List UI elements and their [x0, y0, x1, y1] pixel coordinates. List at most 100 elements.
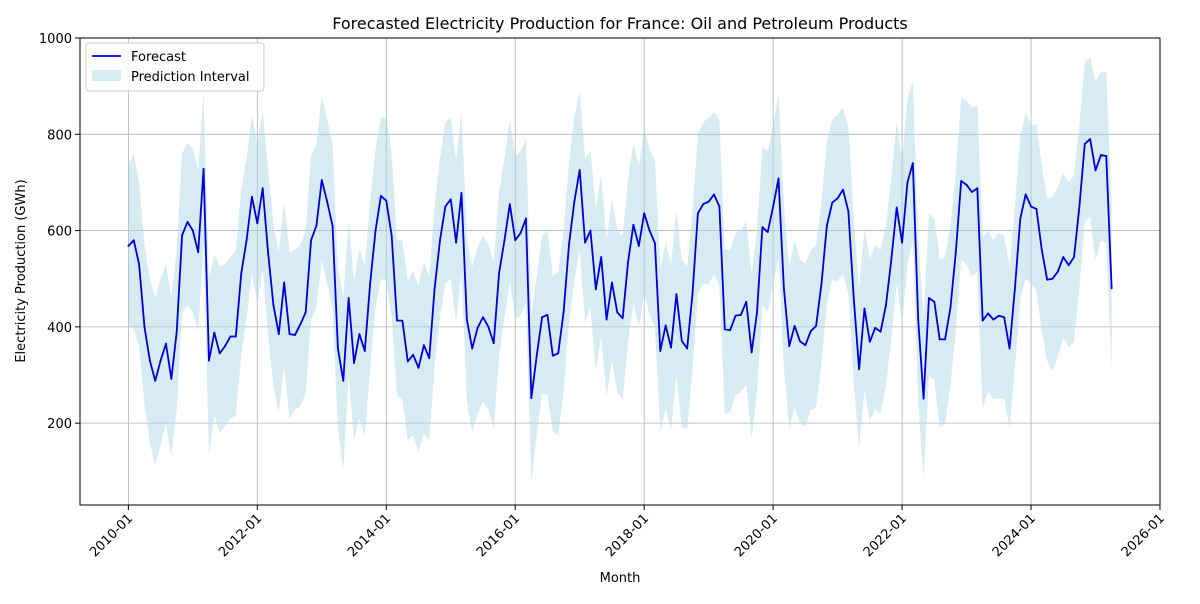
chart-title: Forecasted Electricity Production for Fr… [332, 14, 907, 33]
forecast-point [584, 241, 586, 244]
forecast-point [1105, 155, 1108, 157]
forecast-point [874, 326, 877, 329]
forecast-point [1089, 138, 1092, 141]
forecast-point [901, 241, 903, 244]
forecast-point [1003, 316, 1006, 319]
forecast-point [799, 340, 801, 343]
forecast-point [847, 210, 850, 213]
forecast-point [363, 350, 366, 352]
legend-forecast-label: Forecast [131, 50, 186, 65]
forecast-point [503, 239, 506, 242]
forecast-point [1057, 270, 1059, 273]
forecast-point [1100, 154, 1102, 156]
forecast-point [326, 200, 329, 203]
forecast-point [659, 350, 662, 352]
forecast-point [954, 251, 957, 254]
forecast-point [611, 281, 613, 284]
forecast-point [938, 338, 941, 341]
y-tick-label: 600 [47, 225, 72, 240]
forecast-point [605, 318, 608, 321]
forecast-point [568, 244, 570, 246]
forecast-point [723, 328, 726, 331]
forecast-point [294, 334, 296, 336]
forecast-point [761, 226, 764, 229]
forecast-point [1024, 193, 1027, 196]
forecast-point [535, 354, 538, 357]
forecast-point [492, 342, 495, 345]
forecast-point [1046, 278, 1049, 281]
forecast-point [202, 168, 205, 170]
forecast-point [197, 251, 200, 254]
y-tick-label: 400 [47, 321, 72, 336]
forecast-point [879, 330, 882, 333]
forecast-point [745, 300, 748, 303]
forecast-point [917, 318, 920, 321]
forecast-point [213, 331, 216, 334]
forecast-point [858, 368, 860, 371]
forecast-point [976, 187, 979, 190]
forecast-point [396, 319, 398, 322]
forecast-point [374, 229, 377, 232]
forecast-point [315, 224, 318, 227]
forecast-point [385, 199, 388, 202]
forecast-point [245, 239, 248, 242]
forecast-point [369, 282, 372, 285]
forecast-point [713, 193, 715, 196]
forecast-point [412, 353, 415, 356]
forecast-point [1051, 277, 1054, 280]
forecast-point [1030, 205, 1032, 208]
forecast-point [175, 330, 178, 333]
forecast-point [643, 212, 646, 215]
forecast-point [498, 272, 500, 274]
forecast-point [358, 333, 361, 335]
forecast-point [465, 318, 468, 321]
forecast-point [460, 192, 463, 194]
forecast-point [208, 359, 210, 362]
forecast-point [621, 317, 624, 320]
forecast-point [831, 201, 834, 204]
forecast-point [691, 292, 694, 295]
y-tick-label: 200 [47, 417, 72, 432]
forecast-point [928, 297, 930, 299]
forecast-point [981, 319, 984, 322]
legend: Forecast Prediction Interval [85, 42, 265, 92]
x-tick-label: 2010-01 [87, 511, 136, 560]
forecast-point [433, 287, 436, 290]
forecast-point [439, 239, 441, 242]
forecast-point [949, 306, 952, 309]
forecast-point [675, 293, 678, 296]
forecast-point [616, 311, 619, 314]
forecast-point [331, 224, 334, 227]
forecast-point [1110, 287, 1113, 290]
x-tick-label: 2022-01 [861, 511, 910, 560]
forecast-point [476, 326, 479, 329]
forecast-point [906, 181, 909, 184]
forecast-point [390, 234, 393, 237]
forecast-point [777, 177, 780, 180]
y-axis-label: Electricity Production (GWh) [14, 179, 29, 362]
forecast-point [159, 359, 162, 362]
x-tick-label: 2018-01 [603, 511, 652, 560]
forecast-point [1014, 287, 1016, 290]
forecast-point [1067, 264, 1070, 267]
forecast-point [551, 354, 554, 357]
forecast-point [997, 314, 1000, 317]
forecast-point [224, 345, 226, 348]
forecast-point [1008, 347, 1011, 350]
forecast-point [637, 245, 640, 247]
forecast-point [487, 325, 490, 328]
forecast-point [508, 203, 511, 206]
forecast-point [154, 379, 157, 382]
forecast-point [181, 234, 183, 237]
plot-frame [79, 37, 1161, 506]
forecast-point [820, 282, 823, 285]
forecast-point [702, 203, 705, 206]
forecast-point [132, 239, 135, 242]
forecast-point [1073, 256, 1075, 258]
x-tick-label: 2012-01 [216, 511, 265, 560]
x-axis-label: Month [600, 571, 641, 586]
x-tick-label: 2014-01 [345, 511, 394, 560]
forecast-point [697, 212, 699, 215]
